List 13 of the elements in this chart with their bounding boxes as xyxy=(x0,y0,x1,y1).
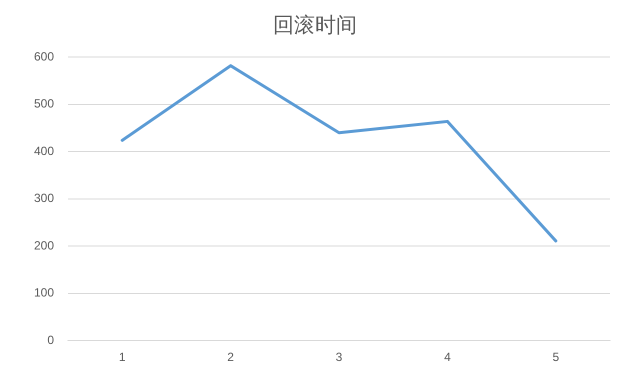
y-tick-label: 400 xyxy=(34,144,54,158)
x-tick-label: 1 xyxy=(118,350,126,364)
y-tick-label: 300 xyxy=(34,191,54,206)
y-tick-label: 100 xyxy=(34,286,54,300)
x-tick-label: 2 xyxy=(227,350,234,364)
y-tick-label: 200 xyxy=(34,238,54,252)
x-tick-label: 5 xyxy=(552,350,560,364)
y-tick-label: 0 xyxy=(47,332,54,347)
y-tick-label: 600 xyxy=(34,50,54,64)
y-tick-label: 500 xyxy=(34,96,54,111)
x-tick-label: 3 xyxy=(336,350,343,364)
chart-title: 回滚时间 xyxy=(273,13,357,38)
x-tick-label: 4 xyxy=(444,350,452,364)
